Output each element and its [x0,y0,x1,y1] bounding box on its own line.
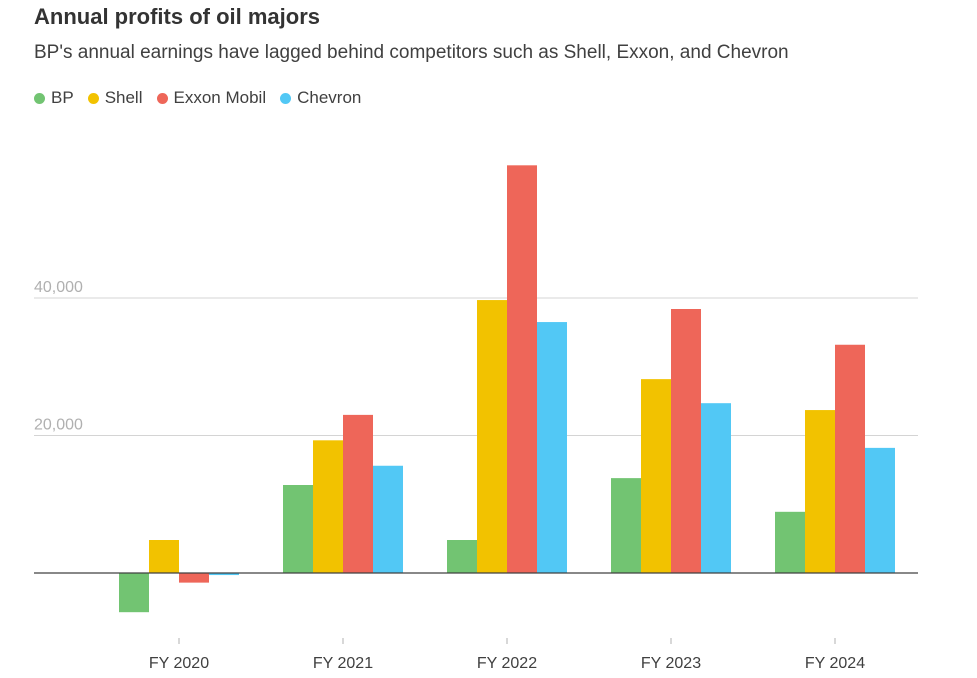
bar-bp-fy-2020 [119,573,149,613]
legend-swatch-exxon-mobil [156,92,168,104]
x-tick-label-fy-2020: FY 2020 [149,655,209,672]
bar-chevron-fy-2021 [373,465,403,573]
x-tick-label-fy-2021: FY 2021 [313,655,373,672]
chart-title: Annual profits of oil majors [34,4,321,29]
bar-chevron-fy-2020 [209,573,239,576]
x-tick-label-fy-2022: FY 2022 [477,655,537,672]
bar-exxon-mobil-fy-2021 [343,414,373,573]
legend: BP Shell Exxon Mobil Chevron [34,88,361,108]
bar-exxon-mobil-fy-2022 [507,165,537,573]
legend-label-chevron: Chevron [297,88,362,107]
legend-item-bp: BP [34,88,74,108]
bar-bp-fy-2021 [283,485,313,573]
bar-exxon-mobil-fy-2024 [835,344,865,573]
legend-item-chevron: Chevron [280,88,361,108]
legend-swatch-bp [34,92,45,104]
bar-chevron-fy-2023 [701,403,731,573]
bar-shell-fy-2020 [149,540,179,573]
bar-bp-fy-2022 [447,540,477,573]
y-tick-label-40000: 40,000 [34,279,83,296]
bar-chevron-fy-2022 [537,322,567,573]
legend-label-bp: BP [51,88,74,107]
legend-item-exxon-mobil: Exxon Mobil [156,88,267,108]
legend-item-shell: Shell [87,88,143,108]
legend-label-exxon-mobil: Exxon Mobil [173,88,267,107]
bar-bp-fy-2023 [611,478,641,573]
y-tick-label-20000: 20,000 [34,417,83,434]
x-tick-label-fy-2024: FY 2024 [805,655,865,672]
bar-exxon-mobil-fy-2020 [179,573,209,583]
chart-subtitle: BP's annual earnings have lagged behind … [34,42,789,63]
legend-swatch-shell [87,92,99,104]
bar-shell-fy-2022 [477,300,507,573]
bar-exxon-mobil-fy-2023 [671,309,701,573]
x-tick-label-fy-2023: FY 2023 [641,655,701,672]
bar-chevron-fy-2024 [865,447,895,573]
bar-bp-fy-2024 [775,511,805,573]
bar-shell-fy-2023 [641,379,671,573]
bar-shell-fy-2024 [805,410,835,573]
bar-shell-fy-2021 [313,440,343,573]
legend-swatch-chevron [280,92,292,104]
legend-label-shell: Shell [104,88,143,107]
